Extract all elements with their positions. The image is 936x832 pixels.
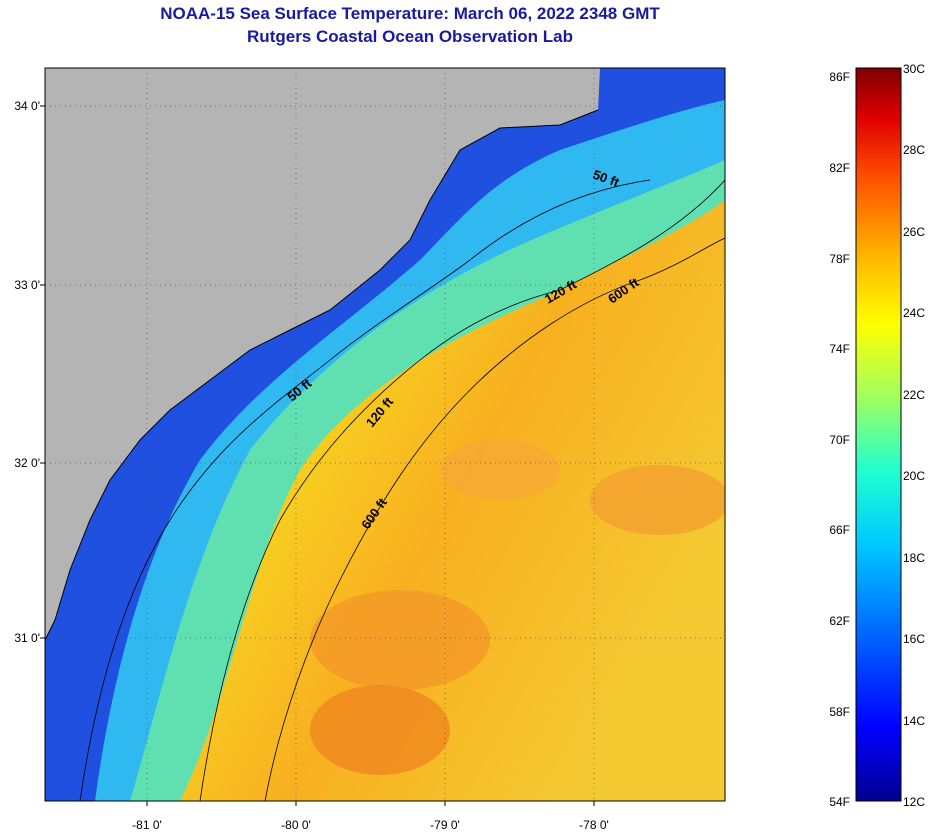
chart-subtitle: Rutgers Coastal Ocean Observation Lab	[247, 27, 573, 46]
colorbar-c-20: 20C	[903, 469, 926, 483]
colorbar-f-54: 54F	[829, 795, 850, 809]
lat-label-33: 33 0'	[14, 278, 40, 292]
lon-label-79: -79 0'	[430, 818, 460, 832]
warm-eddy-2	[310, 685, 450, 775]
warm-eddy-4	[440, 440, 560, 500]
colorbar-c-12: 12C	[903, 795, 926, 809]
grid-lines	[45, 68, 725, 801]
coastline	[45, 109, 599, 641]
lon-label-78: -78 0'	[579, 818, 609, 832]
colorbar-c-26: 26C	[903, 225, 926, 239]
contour-600ft-line	[264, 237, 725, 801]
colorbar-f-70: 70F	[829, 433, 850, 447]
colorbar-f-82: 82F	[829, 161, 850, 175]
contour-50ft-line	[79, 179, 651, 801]
warm-eddy-1	[310, 590, 490, 690]
colorbar-c-16: 16C	[903, 632, 926, 646]
colorbar	[855, 67, 902, 802]
lat-label-34: 34 0'	[14, 99, 40, 113]
colorbar-f-78: 78F	[829, 252, 850, 266]
colorbar-f-86: 86F	[829, 70, 850, 84]
colorbar-c-28: 28C	[903, 143, 926, 157]
colorbar-f-62: 62F	[829, 614, 850, 628]
colorbar-c-24: 24C	[903, 306, 926, 320]
colorbar-c-22: 22C	[903, 388, 926, 402]
chart-title: NOAA-15 Sea Surface Temperature: March 0…	[160, 4, 660, 23]
warm-eddy-3	[590, 465, 725, 535]
map-frame	[44, 67, 726, 802]
lon-label-81: -81 0'	[132, 818, 162, 832]
lon-label-80: -80 0'	[281, 818, 311, 832]
colorbar-c-30: 30C	[903, 62, 926, 76]
colorbar-c-18: 18C	[903, 551, 926, 565]
contour-120ft-line	[199, 179, 725, 801]
lat-label-32: 32 0'	[14, 456, 40, 470]
colorbar-f-74: 74F	[829, 342, 850, 356]
land	[45, 68, 600, 640]
axis-ticks	[40, 105, 595, 806]
colorbar-c-14: 14C	[903, 714, 926, 728]
colorbar-f-66: 66F	[829, 523, 850, 537]
colorbar-f-58: 58F	[829, 705, 850, 719]
lat-label-31: 31 0'	[14, 631, 40, 645]
